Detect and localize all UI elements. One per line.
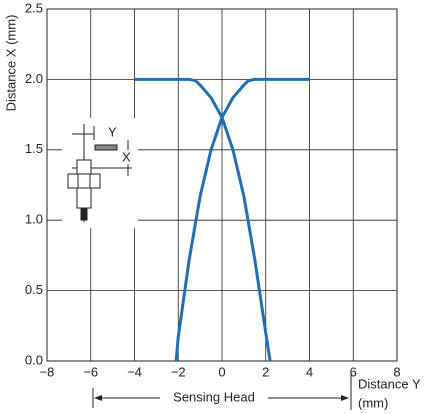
y-tick-label: 0.5 xyxy=(25,282,43,297)
y-axis-label: Distance X (mm) xyxy=(3,15,18,112)
data-line xyxy=(174,77,310,362)
x-axis-label: Distance Y xyxy=(358,376,421,391)
sensor-diagram xyxy=(62,118,138,228)
x-axis-label: (mm) xyxy=(358,395,388,410)
arrow-head xyxy=(341,395,349,401)
y-tick-label: 2.0 xyxy=(25,71,43,86)
x-tick-label: 8 xyxy=(393,364,400,379)
x-tick-label: −8 xyxy=(40,364,55,379)
arrow-head xyxy=(94,395,102,401)
x-tick-label: −4 xyxy=(127,364,142,379)
x-tick-label: 0 xyxy=(218,364,225,379)
x-tick-label: 4 xyxy=(306,364,313,379)
plot-frame xyxy=(46,8,398,362)
annotation: Y xyxy=(108,124,117,139)
x-tick-label: −2 xyxy=(171,364,186,379)
y-tick-label: 2.5 xyxy=(25,0,43,15)
x-tick-label: −6 xyxy=(83,364,98,379)
y-tick-label: 0.0 xyxy=(25,352,43,367)
annotation: X xyxy=(122,149,131,164)
x-tick-label: 2 xyxy=(262,364,269,379)
y-tick-label: 1.0 xyxy=(25,212,43,227)
data-line xyxy=(134,77,272,362)
x-tick-label: 6 xyxy=(350,364,357,379)
y-tick-label: 1.5 xyxy=(25,141,43,156)
annotation: Sensing Head xyxy=(173,389,255,404)
